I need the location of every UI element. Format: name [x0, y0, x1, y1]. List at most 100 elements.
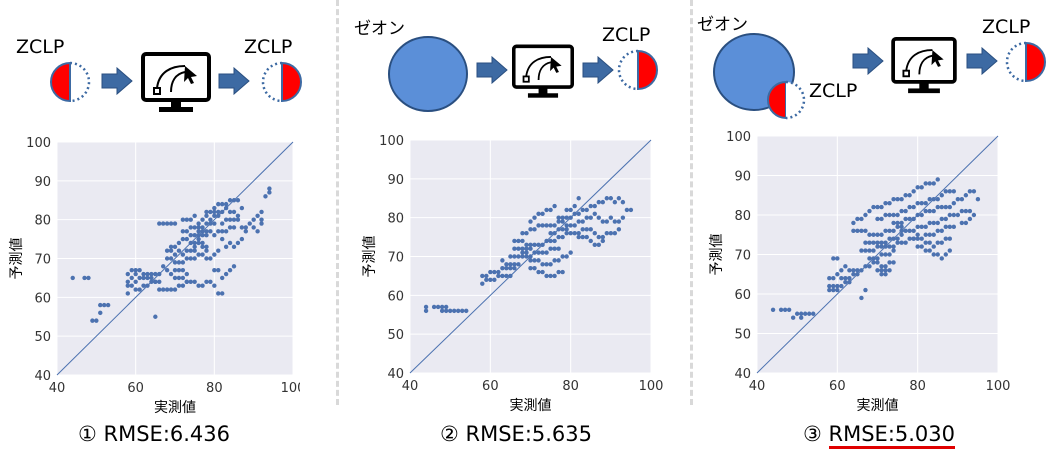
data-point: [129, 267, 134, 273]
data-point: [600, 234, 605, 240]
data-point: [227, 217, 233, 222]
data-point: [223, 271, 229, 277]
data-point: [943, 216, 948, 222]
data-point: [172, 221, 178, 226]
data-point: [923, 200, 928, 206]
data-point: [859, 248, 864, 253]
data-point: [943, 204, 948, 210]
data-point: [915, 200, 920, 206]
data-point: [204, 256, 209, 261]
data-point: [600, 238, 605, 244]
data-point: [208, 229, 213, 234]
y-tick-label: 90: [34, 175, 51, 190]
data-point: [536, 258, 541, 263]
data-point: [843, 276, 848, 281]
data-point: [223, 229, 229, 234]
data-point: [532, 250, 537, 255]
computer-monitor-icon: [141, 52, 211, 112]
data-point: [931, 252, 936, 257]
data-point: [608, 196, 614, 201]
data-point: [267, 190, 272, 195]
data-point: [770, 307, 776, 312]
data-point: [227, 198, 233, 203]
data-point: [867, 240, 872, 245]
data-point: [188, 217, 193, 222]
data-point: [528, 265, 533, 271]
data-point: [855, 272, 860, 277]
data-point: [883, 264, 888, 269]
arrow-right-icon: [101, 67, 133, 95]
y-tick-label: 80: [734, 209, 751, 224]
data-point: [939, 240, 944, 245]
data-point: [536, 211, 541, 216]
data-point: [512, 265, 517, 271]
data-point: [423, 308, 429, 314]
data-point: [947, 204, 952, 210]
data-point: [847, 268, 852, 273]
data-point: [239, 236, 245, 242]
data-point: [568, 215, 573, 220]
data-point: [955, 212, 961, 218]
data-point: [220, 229, 225, 234]
data-point: [204, 221, 209, 226]
data-point: [540, 269, 545, 275]
data-point: [911, 204, 916, 210]
data-point: [891, 228, 896, 233]
data-point: [172, 287, 178, 292]
data-point: [145, 283, 150, 288]
data-point: [871, 248, 876, 253]
data-point: [161, 264, 166, 269]
data-point: [951, 224, 957, 230]
y-tick-label: 80: [387, 212, 404, 227]
data-point: [584, 234, 589, 240]
y-axis-label: 予測値: [362, 236, 378, 278]
data-point: [851, 220, 856, 226]
data-point: [871, 232, 876, 237]
arrow-right-icon: [852, 47, 884, 75]
data-point: [899, 197, 904, 202]
data-point: [125, 283, 130, 288]
y-tick-label: 90: [734, 170, 751, 185]
data-point: [164, 256, 170, 261]
data-point: [520, 254, 525, 259]
data-point: [216, 248, 221, 253]
data-point: [859, 216, 864, 222]
data-point: [192, 240, 197, 246]
data-point: [580, 227, 585, 232]
data-point: [184, 248, 189, 253]
data-point: [133, 287, 138, 292]
data-point: [500, 258, 505, 263]
data-point: [596, 234, 601, 240]
data-point: [875, 240, 880, 245]
data-point: [604, 231, 610, 236]
data-point: [915, 212, 920, 218]
data-point: [552, 273, 557, 279]
caption-number: ③: [803, 422, 822, 446]
data-point: [831, 276, 836, 281]
data-point: [216, 267, 221, 273]
data-point: [895, 224, 900, 230]
data-point: [564, 227, 569, 232]
rmse-value-highlighted: RMSE:5.030: [828, 422, 956, 449]
panel-divider-2: [690, 0, 693, 405]
data-point: [863, 240, 868, 245]
data-point: [524, 246, 529, 251]
data-point: [616, 196, 622, 201]
data-point: [168, 287, 174, 292]
y-tick-label: 80: [34, 214, 51, 229]
data-point: [184, 236, 189, 242]
data-point: [512, 262, 517, 267]
data-point: [887, 260, 892, 265]
data-point: [943, 224, 948, 230]
data-point: [839, 268, 844, 273]
data-point: [180, 283, 186, 288]
data-point: [149, 271, 154, 277]
data-point: [556, 258, 561, 263]
data-point: [560, 254, 565, 259]
data-point: [923, 248, 928, 253]
data-point: [153, 271, 158, 277]
data-point: [204, 279, 209, 284]
data-point: [600, 219, 605, 224]
data-point: [192, 225, 197, 230]
data-point: [576, 211, 581, 216]
